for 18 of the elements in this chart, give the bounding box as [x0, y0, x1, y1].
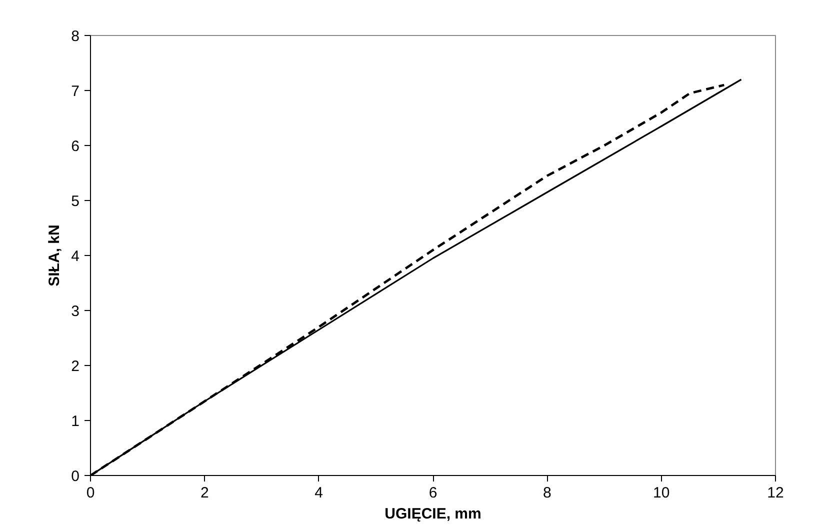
y-tick-label: 5 — [71, 193, 80, 210]
y-tick-label: 6 — [71, 138, 80, 155]
y-axis-title: SIŁA, kN — [46, 224, 64, 286]
y-tick-label: 0 — [71, 468, 80, 485]
x-tick-label: 12 — [767, 484, 784, 502]
y-tick-label: 3 — [71, 303, 80, 320]
y-tick-label: 2 — [71, 358, 80, 375]
x-tick-label: 8 — [542, 484, 552, 502]
x-tick-label: 2 — [200, 484, 209, 502]
x-tick-label: 6 — [428, 484, 438, 502]
y-tick-label: 8 — [71, 28, 80, 45]
x-tick-label: 0 — [86, 484, 95, 502]
x-tick-label: 4 — [314, 484, 324, 502]
x-axis-title: UGIĘCIE, mm — [384, 506, 482, 522]
y-tick-label: 1 — [71, 413, 80, 430]
x-tick-label: 10 — [652, 484, 670, 502]
y-tick-label: 7 — [71, 83, 80, 100]
y-tick-label: 4 — [71, 248, 80, 265]
